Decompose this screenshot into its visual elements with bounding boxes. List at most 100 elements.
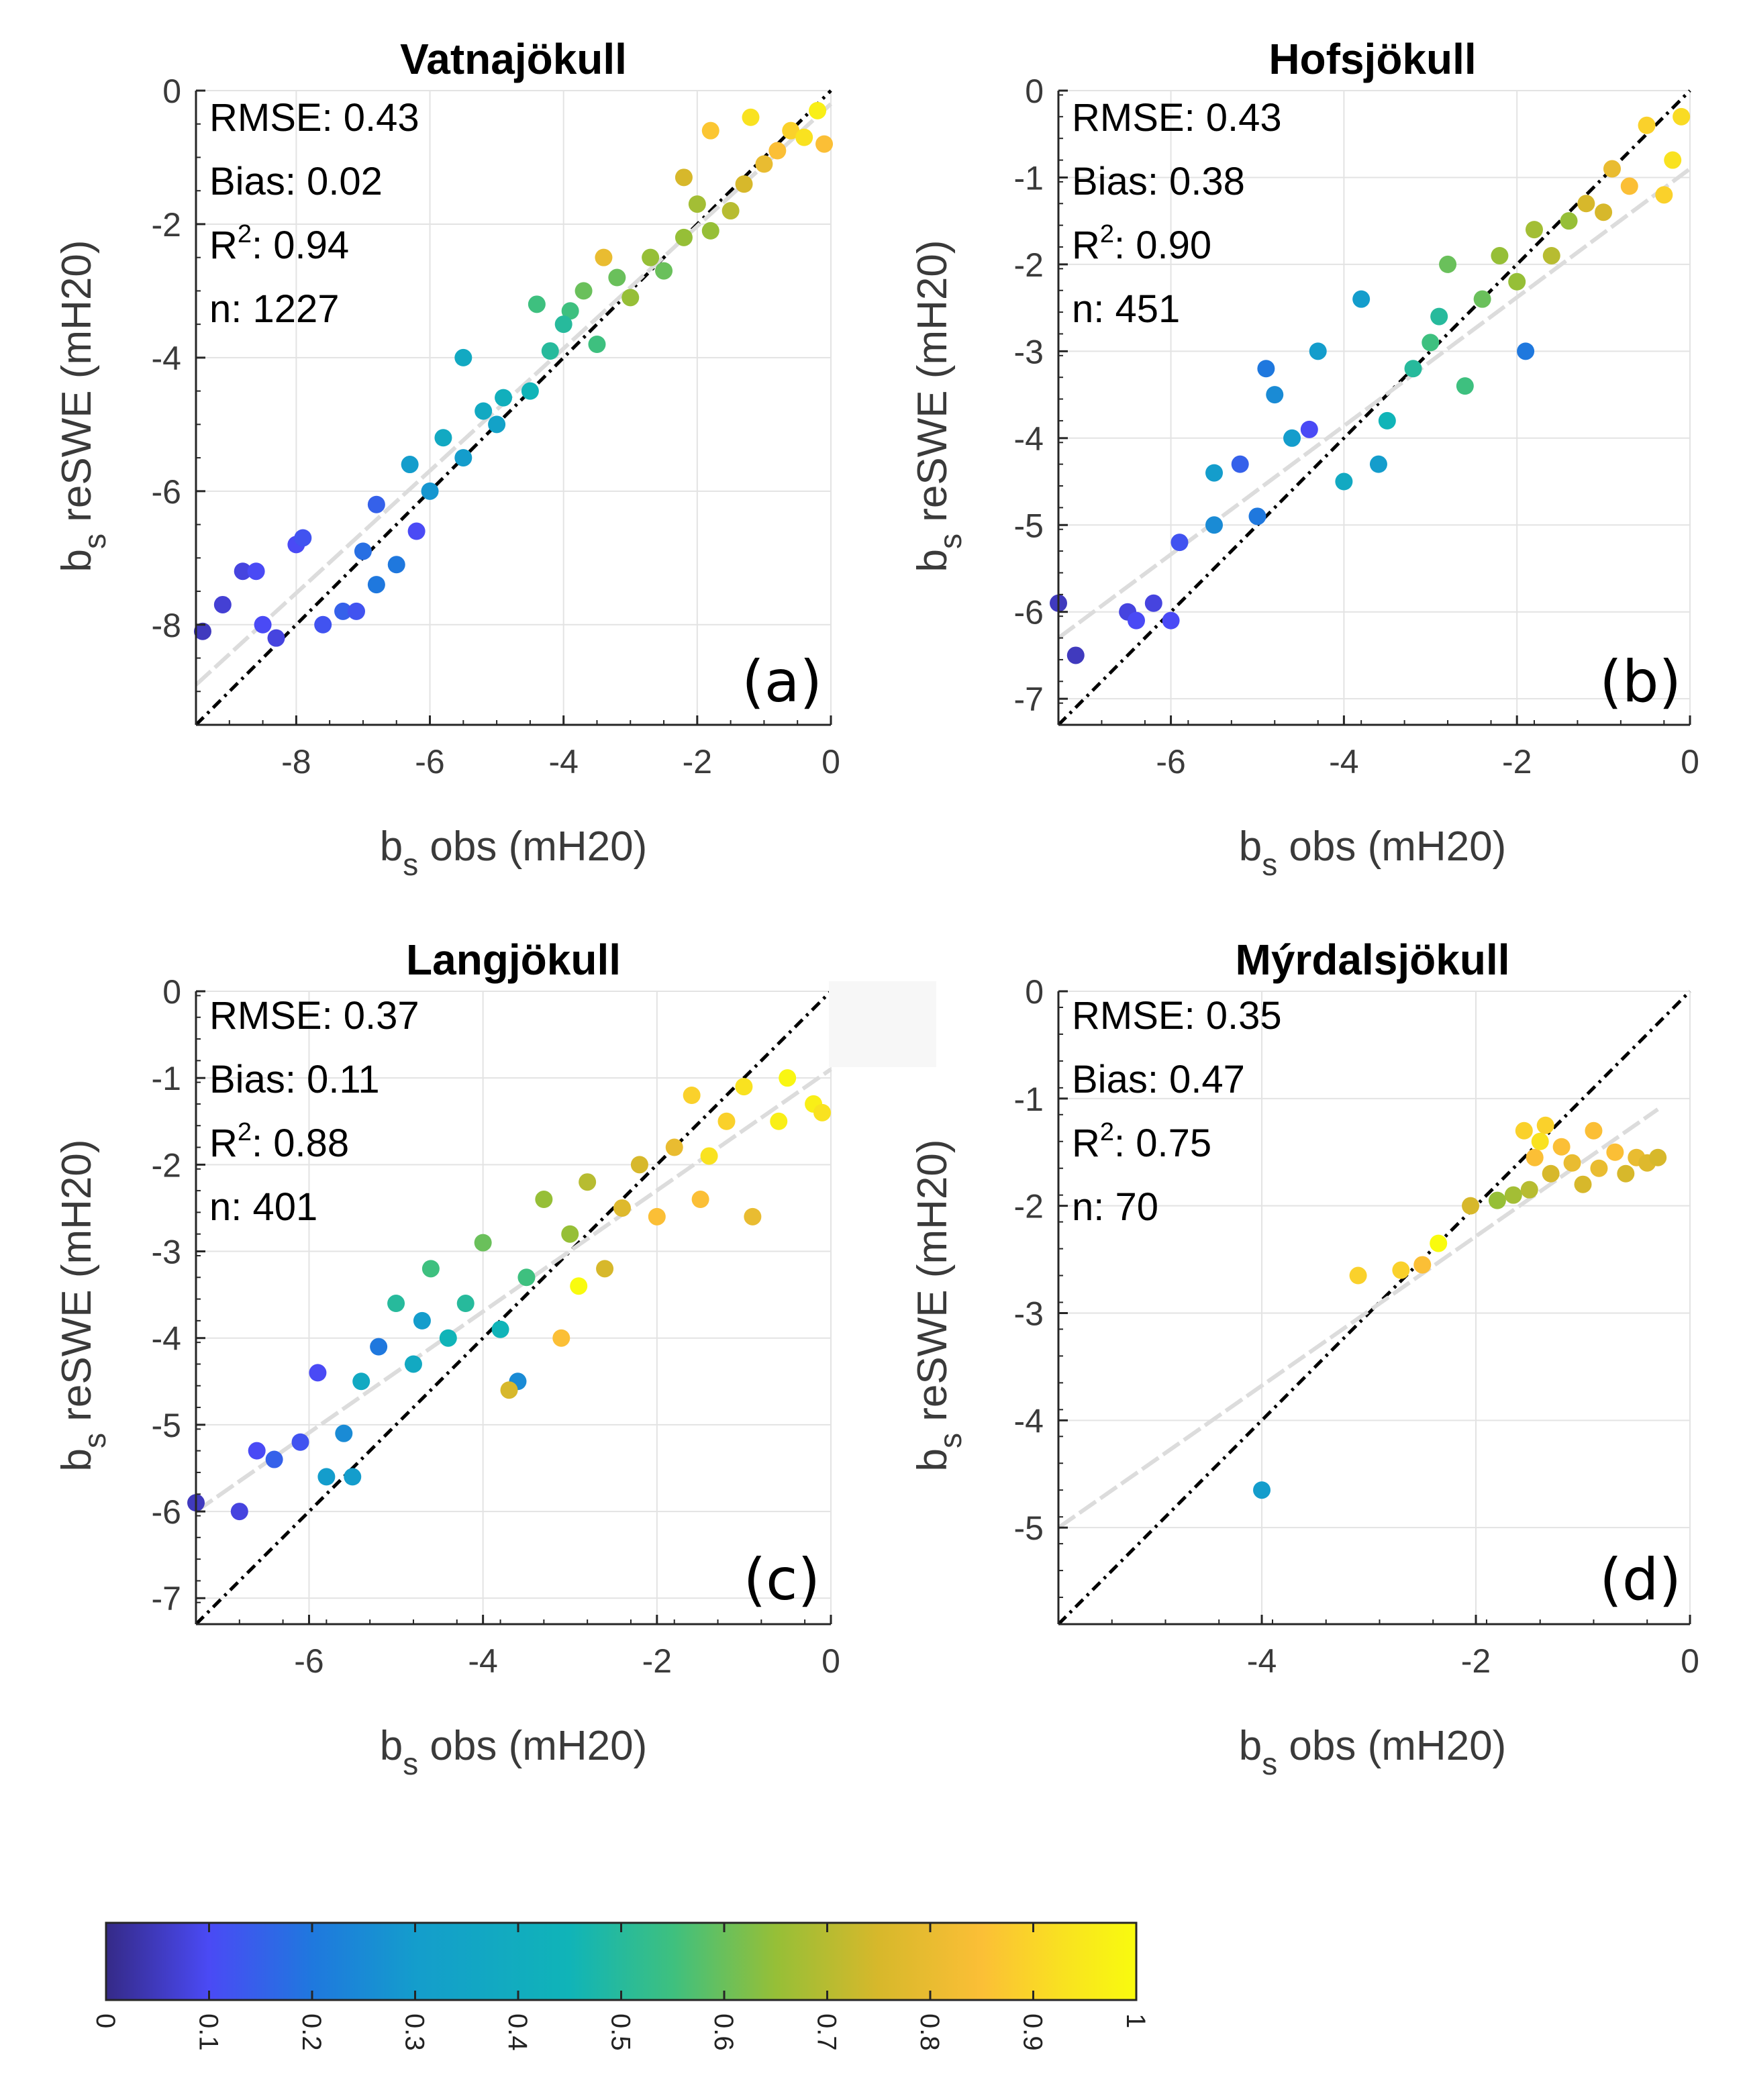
x-tick-label: 0 [1681,743,1699,781]
data-point [1563,1154,1581,1172]
data-point [1283,429,1301,447]
rmse-label: RMSE: 0.43 [209,96,419,140]
data-point [1144,594,1162,612]
data-point [768,142,787,160]
x-tick-label: 0 [821,743,840,781]
colorbar-tick-label: 0.3 [400,2013,430,2051]
data-point [570,1277,588,1295]
data-point [742,108,760,126]
data-point [795,128,813,146]
x-tick-label: -6 [1156,743,1185,781]
data-point [354,542,372,560]
y-tick-label: -4 [1014,1402,1044,1440]
scatter-points [1253,1116,1667,1499]
y-tick-label: -4 [152,340,181,377]
data-point [735,175,753,193]
data-point [675,228,693,246]
colorbar-ticks [105,1923,1138,2000]
data-point [488,415,506,434]
data-point [561,302,579,320]
x-tick-label: -6 [294,1642,323,1680]
data-point [1520,1181,1538,1199]
y-tick-labels: -7 -6 -5 -4 -3 -2 -1 0 [152,973,181,1617]
data-point [1300,420,1318,438]
x-tick-label: -4 [1247,1642,1277,1680]
gridlines [1058,991,1691,1624]
data-point [267,629,285,647]
data-point [561,1225,579,1243]
data-point [1422,334,1440,352]
x-axis-label: bs obs (mH20) [380,1723,648,1781]
data-point [770,1112,788,1130]
y-tick-label: -3 [152,1234,181,1271]
data-point [813,1103,832,1121]
y-axis-label: bs reSWE (mH20) [54,1140,112,1472]
data-point [421,482,439,500]
panel-title: Mýrdalsjökull [1236,936,1510,984]
data-point [613,1199,631,1217]
data-point [387,556,405,574]
scatter-points [187,1069,832,1521]
data-point [1352,290,1371,308]
y-axis-label: bs reSWE (mH20) [54,240,112,572]
data-point [309,1364,327,1382]
data-point [475,402,493,420]
x-axis-label: bs obs (mH20) [1239,1723,1507,1781]
data-point [1456,377,1474,395]
data-point [500,1381,518,1399]
data-point [334,602,352,620]
data-point [254,615,272,634]
x-tick-label: -6 [415,743,444,781]
y-tick-label: -7 [152,1580,181,1617]
data-point [1649,1148,1667,1166]
data-point [454,348,472,366]
one-to-one-line-path [1057,990,1691,1626]
data-point [700,1147,718,1165]
bias-label: Bias: 0.02 [209,160,383,203]
one-to-one-line-path [195,89,832,726]
data-point [1248,507,1266,526]
colorbar-tick-label: 1 [1121,2013,1150,2028]
data-point [1638,116,1656,134]
data-point [1655,186,1673,204]
data-point [314,615,332,634]
y-tick-label: -6 [152,473,181,511]
data-point [528,295,546,313]
y-tick-label: -6 [152,1493,181,1531]
data-point [1231,455,1249,473]
data-point [596,1260,614,1278]
data-point [554,315,572,334]
data-point [588,336,606,353]
data-point [1517,342,1535,360]
colorbar-tick-label: 0.7 [812,2013,842,2051]
data-point [413,1311,431,1330]
data-point [291,1433,309,1451]
y-tick-label: 0 [1025,973,1044,1011]
n-label: n: 70 [1072,1185,1158,1229]
data-point [1430,307,1448,326]
data-point [1542,246,1560,264]
colorbar-gradient [105,1921,1138,2001]
panel-title: Vatnajökull [400,35,627,83]
scatter-points [193,101,834,647]
bias-label: Bias: 0.11 [209,1058,380,1101]
data-point [454,449,472,467]
y-tick-label: -5 [1014,1509,1044,1547]
x-axis-label: bs obs (mH20) [1239,823,1507,882]
x-axis-label: bs obs (mH20) [380,823,648,882]
y-tick-label: -3 [1014,333,1044,370]
panel-label: (d) [1599,1546,1681,1613]
colorbar-tick-labels: 0 0.1 0.2 0.3 0.4 0.5 0.6 0.7 0.8 0.9 1 [91,2013,1150,2051]
data-point [575,282,593,300]
data-point [387,1295,405,1313]
rmse-label: RMSE: 0.35 [1072,994,1282,1038]
y-tick-label: -1 [1014,1081,1044,1118]
data-point [1257,360,1275,378]
x-tick-label: 0 [821,1642,840,1680]
data-point [1531,1132,1549,1150]
data-point [344,1468,362,1486]
colorbar-tick-label: 0 [91,2013,120,2028]
data-point [491,1320,509,1338]
data-point [521,382,539,400]
x-tick-label: -2 [683,743,712,781]
